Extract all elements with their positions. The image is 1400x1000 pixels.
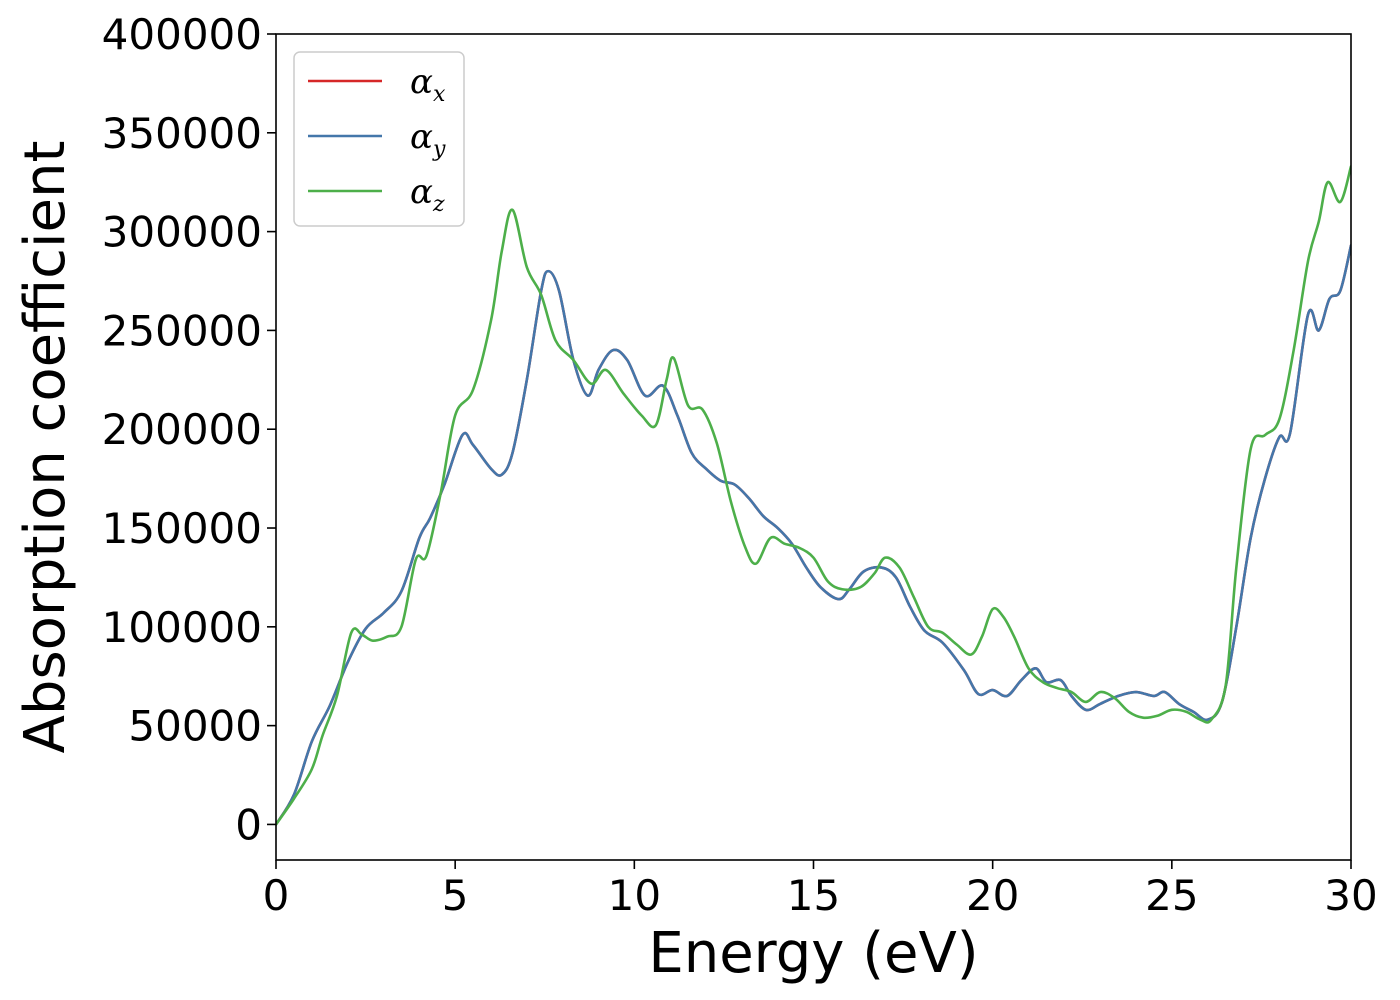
y-tick-label: 350000 [102, 109, 262, 158]
legend-subscript: x [433, 82, 446, 107]
y-tick-label: 50000 [128, 702, 262, 751]
x-tick-label: 5 [442, 871, 469, 920]
x-tick-label: 15 [787, 871, 840, 920]
y-tick-label: 200000 [102, 405, 262, 454]
y-axis-title: Absorption coefficient [13, 141, 78, 754]
y-tick-label: 150000 [102, 504, 262, 553]
x-tick-label: 0 [263, 871, 290, 920]
legend-label: αx [410, 62, 446, 107]
y-tick-label: 400000 [102, 10, 262, 59]
x-axis: 0 5 10 15 20 25 30 [263, 860, 1378, 920]
legend-symbol: α [410, 62, 433, 102]
x-axis-title: Energy (eV) [648, 921, 978, 986]
y-tick-label: 300000 [102, 208, 262, 257]
legend-subscript: y [432, 137, 446, 162]
legend-symbol: α [410, 117, 433, 157]
x-tick-label: 30 [1324, 871, 1377, 920]
legend-label: αy [410, 117, 446, 162]
y-tick-label: 0 [235, 800, 262, 849]
y-axis: 0 50000 100000 150000 200000 250000 300000 3500… [102, 10, 276, 849]
legend-symbol: α [410, 172, 433, 212]
y-tick-label: 250000 [102, 306, 262, 355]
legend-label: αz [410, 172, 445, 217]
y-tick-label: 100000 [102, 603, 262, 652]
series-layer [276, 165, 1351, 826]
x-tick-label: 10 [608, 871, 661, 920]
x-tick-label: 25 [1145, 871, 1198, 920]
x-tick-label: 20 [966, 871, 1019, 920]
legend-subscript: z [432, 192, 445, 217]
legend-box [293, 51, 465, 227]
series-line-79-z [276, 165, 1351, 826]
series-line-75-y [276, 244, 1351, 826]
